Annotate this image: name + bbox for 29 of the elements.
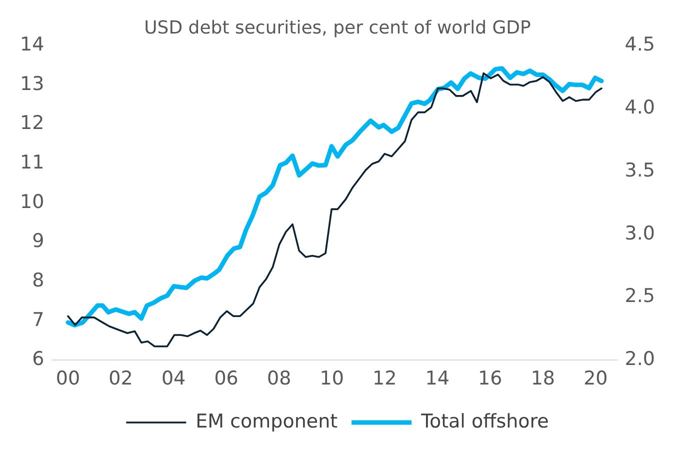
y2-tick-label: 4.5 bbox=[624, 34, 655, 56]
y-tick-label: 9 bbox=[32, 230, 44, 252]
y-tick-label: 13 bbox=[20, 72, 44, 95]
y2-tick-label: 2.0 bbox=[624, 348, 655, 370]
x-tick-label: 16 bbox=[478, 368, 502, 390]
y-tick-label: 12 bbox=[20, 112, 44, 134]
x-tick-label: 12 bbox=[372, 368, 397, 390]
y2-tick-label: 3.5 bbox=[624, 159, 655, 182]
x-tick-label: 08 bbox=[266, 368, 292, 390]
x-tick-label: 20 bbox=[584, 368, 608, 390]
legend-label: Total offshore bbox=[420, 410, 549, 432]
x-tick-label: 04 bbox=[161, 368, 186, 390]
y-tick-label: 7 bbox=[32, 308, 44, 331]
x-tick-label: 14 bbox=[425, 368, 450, 390]
x-tick-label: 02 bbox=[108, 368, 133, 390]
y-tick-label: 8 bbox=[32, 269, 44, 292]
legend-label: EM component bbox=[196, 410, 338, 432]
chart-title: USD debt securities, per cent of world GDP bbox=[144, 17, 532, 38]
y2-tick-label: 3.0 bbox=[624, 222, 655, 244]
x-tick-label: 06 bbox=[214, 368, 238, 390]
y-tick-label: 10 bbox=[20, 190, 44, 213]
x-tick-label: 10 bbox=[320, 368, 344, 390]
y2-tick-label: 2.5 bbox=[624, 285, 655, 308]
y-tick-label: 11 bbox=[20, 152, 44, 174]
x-tick-label: 18 bbox=[530, 368, 556, 390]
y2-tick-label: 4.0 bbox=[624, 96, 655, 118]
y-tick-label: 6 bbox=[32, 348, 44, 370]
y-tick-label: 14 bbox=[20, 34, 44, 56]
x-tick-label: 00 bbox=[56, 368, 80, 390]
